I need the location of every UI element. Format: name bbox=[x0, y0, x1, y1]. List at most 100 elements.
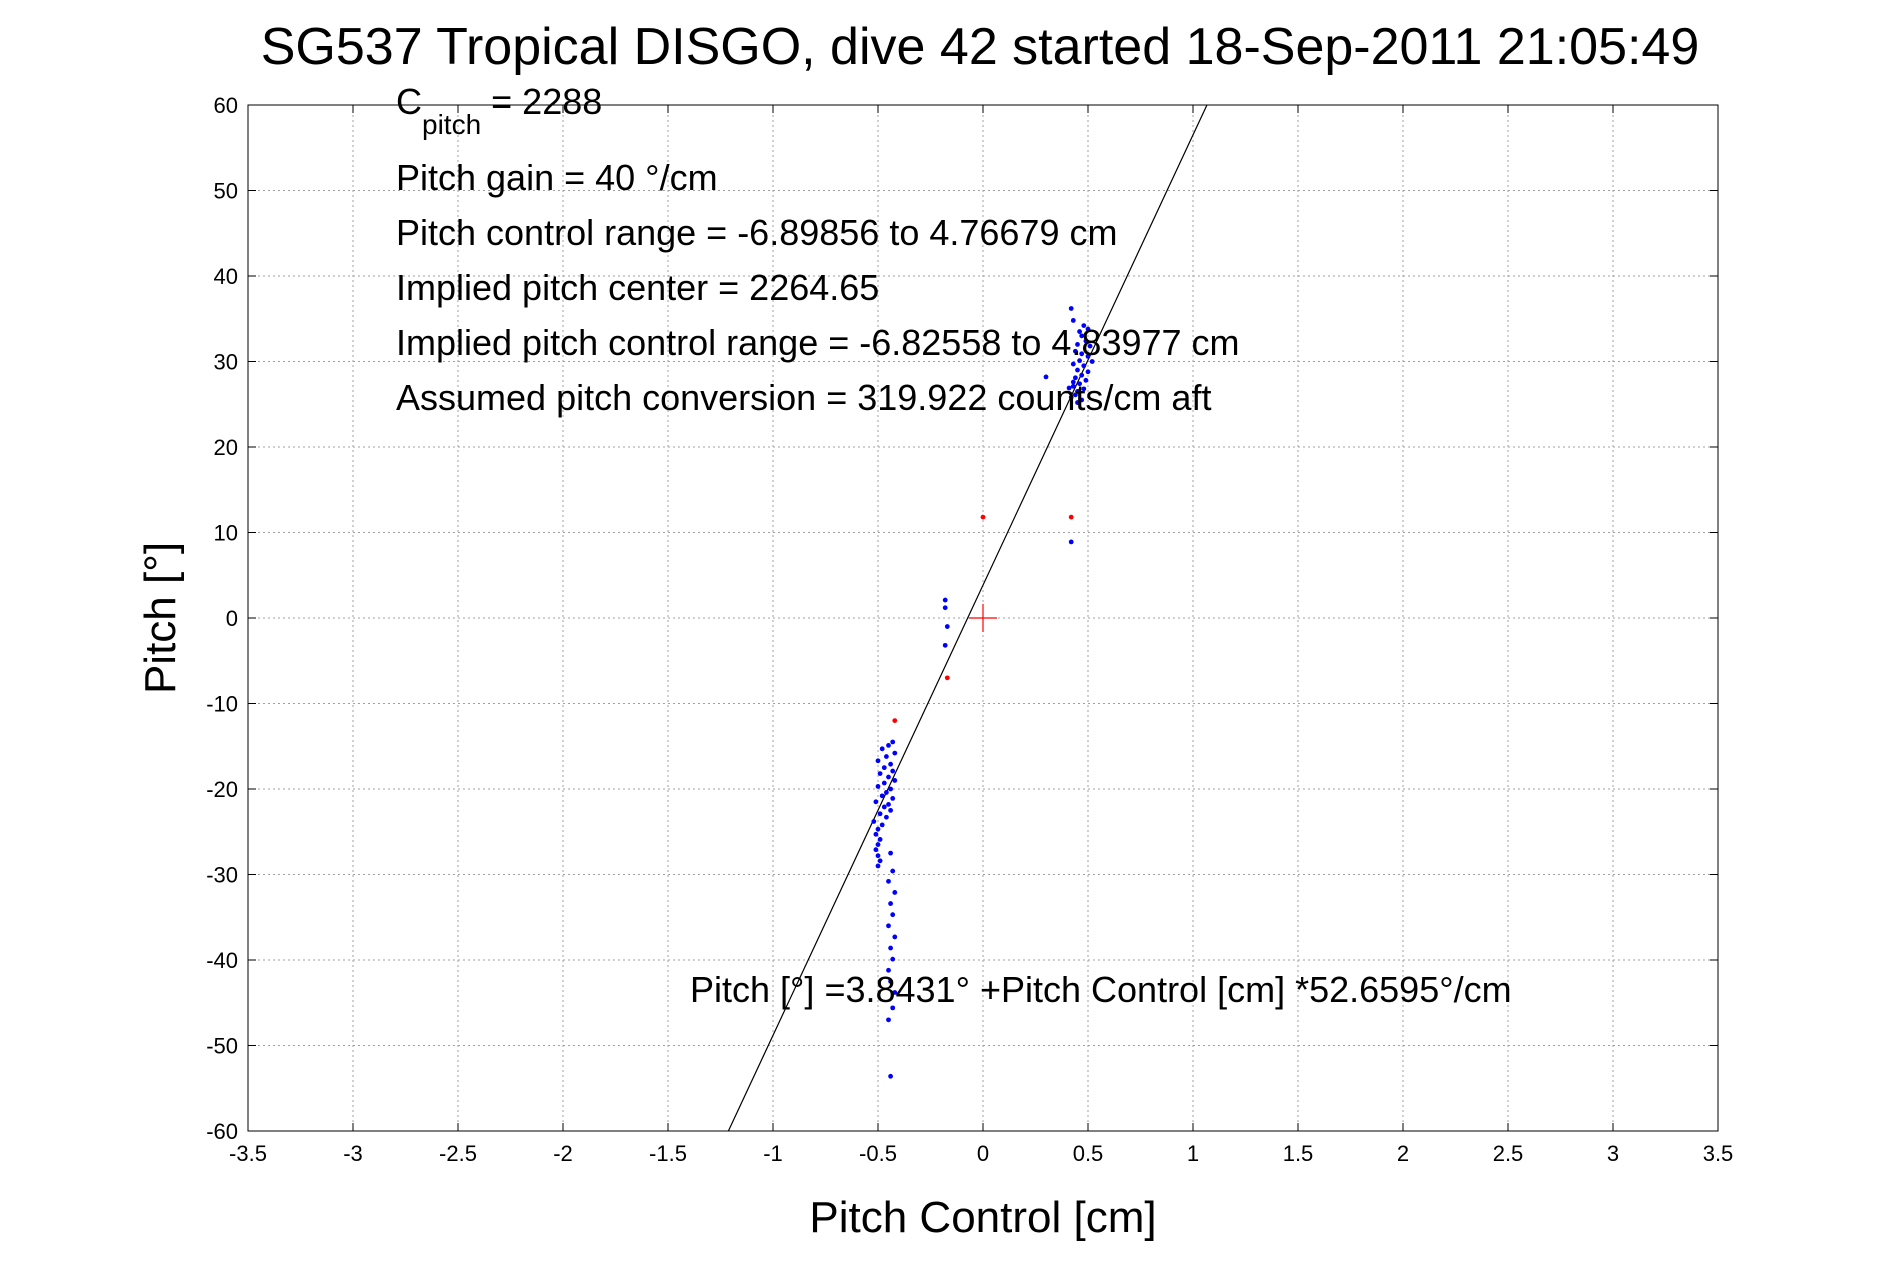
data-point bbox=[1075, 367, 1080, 373]
data-point bbox=[873, 799, 879, 805]
data-point bbox=[890, 868, 896, 874]
data-point bbox=[888, 1073, 893, 1079]
data-point bbox=[1077, 381, 1082, 387]
data-point bbox=[877, 771, 883, 777]
y-tick-label: -10 bbox=[206, 692, 238, 717]
data-point bbox=[892, 890, 898, 895]
data-point bbox=[886, 967, 891, 973]
data-point bbox=[881, 780, 887, 786]
data-point bbox=[1083, 377, 1089, 383]
data-point bbox=[1083, 338, 1089, 344]
data-point bbox=[890, 1005, 896, 1011]
annotation-pitch-center: Implied pitch center = 2264.65 bbox=[396, 267, 879, 308]
x-axis-label: Pitch Control [cm] bbox=[809, 1193, 1156, 1242]
data-point bbox=[875, 784, 881, 789]
data-point bbox=[873, 847, 879, 853]
data-point bbox=[944, 675, 950, 681]
data-point bbox=[888, 761, 893, 767]
data-point bbox=[873, 831, 879, 837]
data-point bbox=[888, 807, 893, 813]
data-point bbox=[890, 912, 896, 918]
y-axis-ticks: 60 50 40 30 20 10 0 -10 -20 -30 -40 -50 -60 bbox=[206, 93, 1718, 1144]
y-tick-label: 50 bbox=[214, 179, 238, 204]
x-axis-ticks: -3.5 -3 -2.5 -2 -1.5 -1 -0.5 0 0.5 1 1.5 2 2.5 3 3.5 bbox=[229, 105, 1733, 1166]
data-point bbox=[890, 796, 896, 801]
data-point bbox=[888, 850, 893, 856]
data-point bbox=[944, 624, 950, 629]
data-point bbox=[892, 934, 898, 940]
y-tick-label: -30 bbox=[206, 863, 238, 888]
data-point bbox=[1085, 369, 1091, 375]
data-point bbox=[1081, 323, 1087, 328]
data-point bbox=[1075, 342, 1080, 347]
center-marker bbox=[969, 604, 997, 632]
data-point bbox=[1068, 306, 1074, 311]
x-tick-label: -0.5 bbox=[859, 1141, 897, 1166]
x-tick-label: -3 bbox=[343, 1141, 363, 1166]
data-point bbox=[1066, 385, 1072, 391]
data-point bbox=[879, 746, 885, 752]
data-point bbox=[886, 1017, 891, 1023]
data-point bbox=[892, 990, 898, 995]
data-point bbox=[884, 814, 889, 820]
y-axis-label: Pitch [°] bbox=[136, 542, 185, 694]
y-tick-label: -60 bbox=[206, 1119, 238, 1144]
data-point bbox=[875, 758, 881, 764]
chart-title: SG537 Tropical DISGO, dive 42 started 18… bbox=[261, 18, 1700, 76]
data-point bbox=[1079, 397, 1085, 403]
x-tick-label: 0 bbox=[977, 1141, 989, 1166]
x-tick-label: 1 bbox=[1187, 1141, 1199, 1166]
data-point bbox=[1043, 374, 1049, 380]
x-tick-label: -2.5 bbox=[439, 1141, 477, 1166]
data-points bbox=[871, 306, 1095, 1079]
x-tick-label: -3.5 bbox=[229, 1141, 267, 1166]
data-point bbox=[1081, 363, 1087, 369]
data-point bbox=[886, 742, 891, 748]
data-point bbox=[1070, 383, 1076, 389]
x-tick-label: -1.5 bbox=[649, 1141, 687, 1166]
x-tick-label: 0.5 bbox=[1073, 1141, 1104, 1166]
data-point bbox=[942, 642, 948, 648]
x-tick-label: 1.5 bbox=[1283, 1141, 1314, 1166]
data-point bbox=[877, 858, 883, 864]
data-point bbox=[1085, 326, 1091, 332]
data-point bbox=[892, 778, 898, 783]
grid-lines bbox=[248, 105, 1718, 1131]
annotation-pitch-gain: Pitch gain = 40 °/cm bbox=[396, 157, 718, 198]
data-point bbox=[1081, 386, 1087, 392]
fit-equation: Pitch [°] =3.8431° +Pitch Control [cm] *… bbox=[690, 969, 1512, 1010]
data-point bbox=[1073, 392, 1078, 398]
data-point bbox=[886, 923, 891, 929]
data-point bbox=[877, 837, 883, 842]
data-point bbox=[888, 901, 893, 906]
data-point bbox=[886, 774, 891, 780]
y-tick-label: -50 bbox=[206, 1034, 238, 1059]
data-point bbox=[1073, 375, 1078, 381]
data-point bbox=[875, 842, 881, 847]
data-point bbox=[877, 811, 883, 817]
y-tick-label: -20 bbox=[206, 777, 238, 802]
data-point bbox=[892, 750, 898, 756]
annotation-implied-range: Implied pitch control range = -6.82558 t… bbox=[396, 322, 1240, 363]
data-point bbox=[886, 878, 891, 884]
x-tick-label: 3.5 bbox=[1703, 1141, 1734, 1166]
data-point bbox=[1068, 395, 1074, 400]
data-point bbox=[942, 597, 948, 603]
y-tick-label: -40 bbox=[206, 948, 238, 973]
y-tick-label: 10 bbox=[214, 521, 238, 546]
data-point bbox=[879, 793, 885, 799]
y-tick-label: 60 bbox=[214, 93, 238, 118]
data-point bbox=[1068, 514, 1074, 520]
data-point bbox=[1079, 351, 1085, 357]
data-point bbox=[890, 768, 896, 774]
data-point bbox=[871, 819, 877, 824]
data-point bbox=[1073, 348, 1078, 354]
data-point bbox=[980, 514, 986, 520]
data-point bbox=[881, 765, 887, 771]
x-tick-label: 2 bbox=[1397, 1141, 1409, 1166]
data-point bbox=[881, 804, 887, 810]
data-point bbox=[892, 718, 898, 723]
data-point bbox=[1079, 333, 1085, 339]
annotation-conversion: Assumed pitch conversion = 319.922 count… bbox=[396, 377, 1211, 418]
